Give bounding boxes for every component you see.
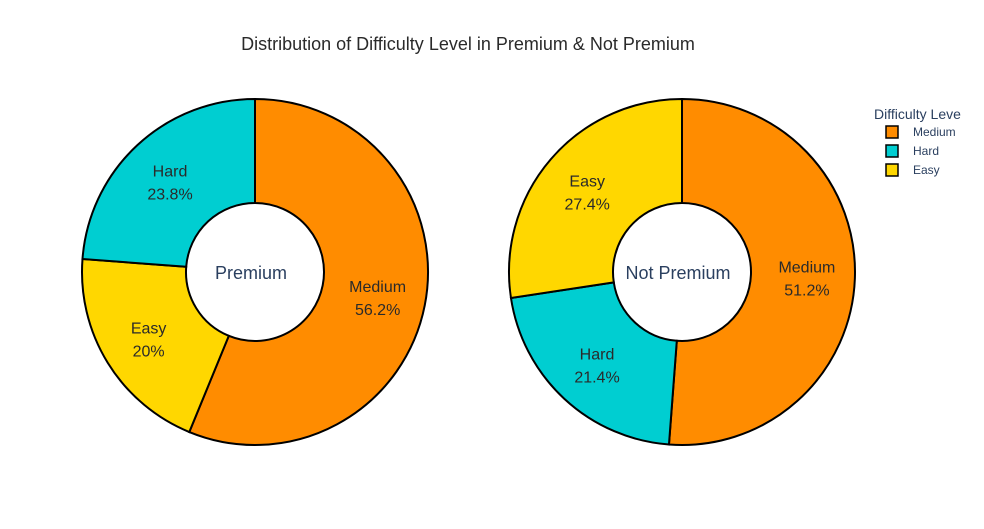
legend-label-medium: Medium <box>913 125 956 139</box>
legend-swatch-hard <box>885 144 899 158</box>
legend-item-hard[interactable]: Hard <box>885 144 939 158</box>
slice-value-easy: 20% <box>133 344 165 361</box>
slice-value-easy: 27.4% <box>565 197 610 214</box>
slice-easy[interactable] <box>81 257 231 434</box>
donut-premium: Medium 56.2% Easy 20% Hard 23.8% Premium <box>81 97 429 446</box>
slice-hard[interactable] <box>81 97 256 268</box>
slice-label-hard: Hard <box>580 347 615 364</box>
legend-swatch-easy <box>885 163 899 177</box>
legend-title: Difficulty Leve <box>874 106 961 122</box>
slice-label-medium: Medium <box>349 279 406 296</box>
slice-medium[interactable] <box>187 97 429 446</box>
legend-label-easy: Easy <box>913 163 940 177</box>
slice-value-medium: 56.2% <box>355 302 400 319</box>
legend-item-medium[interactable]: Medium <box>885 125 956 139</box>
slice-label-hard: Hard <box>153 163 188 180</box>
legend-item-easy[interactable]: Easy <box>885 163 940 177</box>
donut-not-premium: Medium 51.2% Hard 21.4% Easy 27.4% Not Premium <box>508 97 857 446</box>
chart-title: Distribution of Difficulty Level in Prem… <box>241 34 695 54</box>
legend-swatch-medium <box>885 125 899 139</box>
slice-label-easy: Easy <box>131 321 167 338</box>
legend: Difficulty Leve Medium Hard Easy <box>874 106 961 177</box>
center-label-not-premium: Not Premium <box>625 263 730 283</box>
center-label-premium: Premium <box>215 263 287 283</box>
slice-easy[interactable] <box>508 97 683 300</box>
slice-label-easy: Easy <box>569 174 605 191</box>
legend-label-hard: Hard <box>913 144 939 158</box>
slice-label-medium: Medium <box>778 260 835 277</box>
slice-hard[interactable] <box>509 281 678 446</box>
slice-value-hard: 23.8% <box>147 186 192 203</box>
slice-value-medium: 51.2% <box>784 283 829 300</box>
slice-value-hard: 21.4% <box>574 370 619 387</box>
slice-medium[interactable] <box>667 97 857 446</box>
